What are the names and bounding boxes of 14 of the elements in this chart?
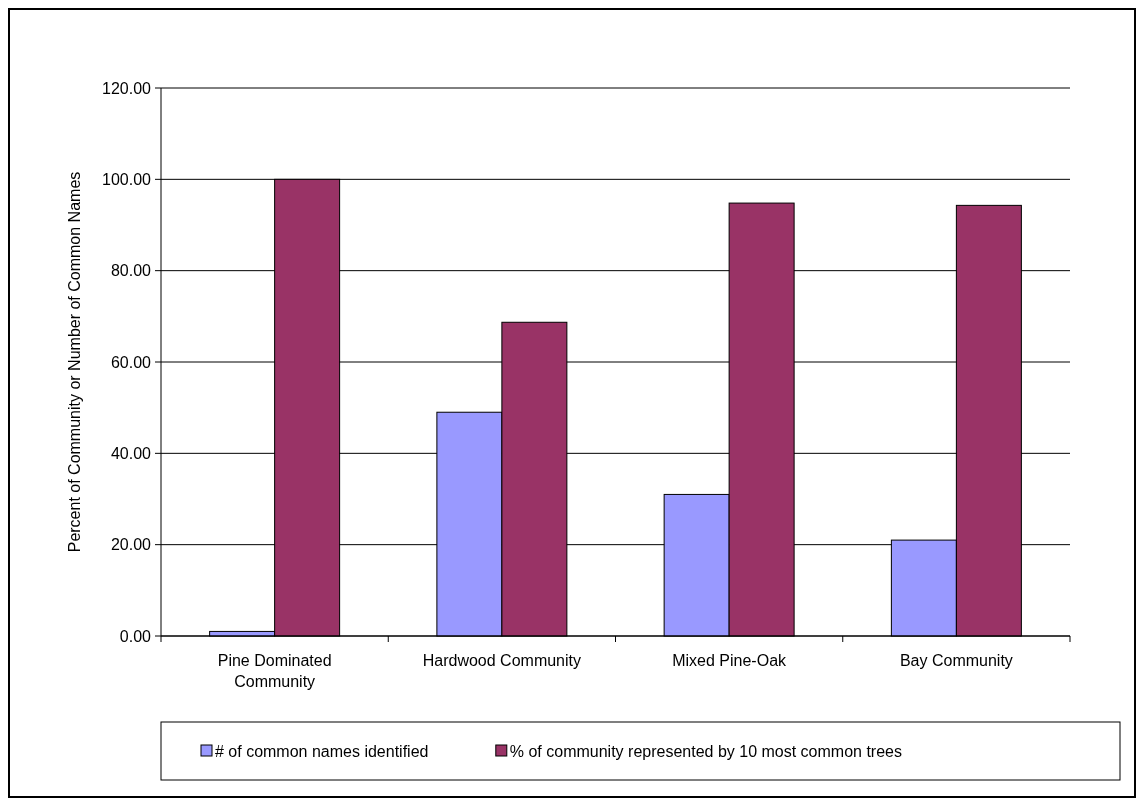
y-tick-label: 40.00 bbox=[110, 444, 152, 462]
y-axis-title: Percent of Community or Number of Common Names bbox=[66, 171, 83, 553]
legend-label: # of common names identified bbox=[215, 743, 429, 760]
y-tick-label: 80.00 bbox=[110, 262, 152, 280]
y-tick-label: 120.00 bbox=[102, 79, 152, 97]
x-tick-label: Mixed Pine-Oak bbox=[672, 652, 788, 669]
x-tick-label: Pine Dominated Community bbox=[217, 652, 332, 690]
y-tick-label: 100.00 bbox=[102, 170, 152, 188]
y-tick-label: 20.00 bbox=[110, 536, 152, 554]
legend-label: % of community represented by 10 most common trees bbox=[509, 743, 902, 760]
y-tick-label: 0.00 bbox=[119, 627, 152, 645]
y-tick-label: 60.00 bbox=[110, 353, 152, 371]
x-tick-label: Hardwood Community bbox=[422, 652, 582, 669]
x-tick-label: Bay Community bbox=[899, 652, 1013, 669]
